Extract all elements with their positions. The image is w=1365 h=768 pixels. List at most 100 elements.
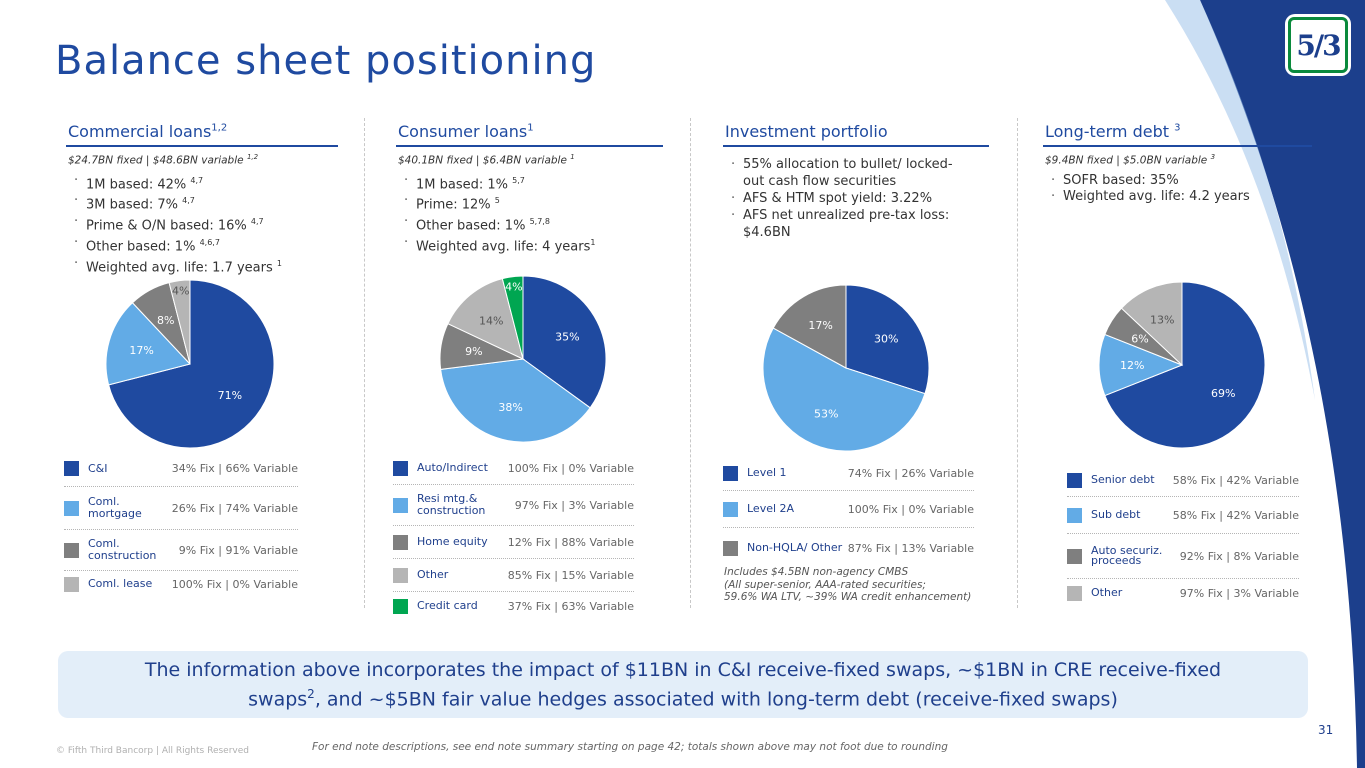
pie-data-label: 69% — [1211, 387, 1235, 400]
cmbs-note: Includes $4.5BN non-agency CMBS (All sup… — [724, 566, 972, 603]
legend-row: Coml. construction 9% Fix | 91% Variable — [64, 530, 298, 571]
list-item: 3M based: 7% 4,7 — [74, 193, 338, 214]
legend-value: 12% Fix | 88% Variable — [507, 535, 634, 549]
list-item: Other based: 1% 4,6,7 — [74, 235, 338, 256]
bullet-list: 1M based: 1% 5,7 Prime: 12% 5 Other base… — [396, 173, 663, 256]
legend-value: 85% Fix | 15% Variable — [507, 568, 634, 582]
pie-data-label: 71% — [218, 389, 242, 402]
legend-label: Non-HQLA/ Other — [747, 541, 843, 554]
consumer-loans-legend: Auto/Indirect 100% Fix | 0% Variable Res… — [393, 452, 634, 620]
legend-value: 87% Fix | 13% Variable — [847, 541, 974, 555]
legend-swatch — [723, 465, 738, 481]
legend-row: Coml. mortgage 26% Fix | 74% Variable — [64, 487, 298, 530]
copyright: © Fifth Third Bancorp | All Rights Reser… — [56, 746, 249, 756]
legend-label: Coml. construction — [88, 537, 157, 562]
legend-swatch — [393, 598, 408, 614]
legend-row: Other 85% Fix | 15% Variable — [393, 559, 634, 592]
pie-slice — [108, 279, 275, 449]
section-subtitle: $24.7BN fixed | $48.6BN variable 1,2 — [68, 153, 259, 167]
banner-line: swaps2, and ~$5BN fair value hedges asso… — [248, 686, 1118, 711]
legend-value: 74% Fix | 26% Variable — [847, 466, 974, 480]
legend-label: Auto/Indirect — [417, 461, 488, 474]
long-term-debt-legend: Senior debt 58% Fix | 42% Variable Sub d… — [1067, 464, 1299, 607]
investment-portfolio-section: Investment portfolio 55% allocation to b… — [723, 122, 989, 241]
section-heading: Commercial loans1,2 — [66, 122, 338, 147]
list-item: Prime: 12% 5 — [404, 193, 663, 214]
legend-swatch — [64, 542, 79, 558]
legend-label: Level 1 — [747, 466, 787, 479]
commercial-loans-legend: C&I 34% Fix | 66% Variable Coml. mortgag… — [64, 451, 298, 597]
pie-data-label: 6% — [1131, 332, 1148, 345]
section-heading: Investment portfolio — [723, 122, 989, 147]
legend-row: Level 1 74% Fix | 26% Variable — [723, 456, 974, 491]
legend-row: Auto/Indirect 100% Fix | 0% Variable — [393, 452, 634, 485]
commercial-loans-section: Commercial loans1,2 $24.7BN fixed | $48.… — [66, 122, 338, 277]
pie-slice — [762, 327, 926, 452]
legend-row: Home equity 12% Fix | 88% Variable — [393, 526, 634, 559]
list-item: AFS net unrealized pre-tax loss: $4.6BN — [731, 207, 989, 241]
page-title: Balance sheet positioning — [55, 38, 597, 84]
legend-label: Other — [1091, 586, 1123, 599]
commercial-loans-pie: 71% 17% 8% 4% — [105, 279, 275, 449]
list-item: Weighted avg. life: 4 years1 — [404, 235, 663, 256]
legend-label: Coml. mortgage — [88, 495, 142, 520]
legend-swatch — [393, 567, 408, 583]
bullet-list: 55% allocation to bullet/ locked- out ca… — [723, 156, 989, 241]
pie-data-label: 14% — [479, 315, 503, 328]
list-item: SOFR based: 35% — [1051, 173, 1312, 190]
legend-row: Auto securiz. proceeds 92% Fix | 8% Vari… — [1067, 534, 1299, 579]
page-number: 31 — [1318, 723, 1334, 737]
consumer-loans-section: Consumer loans1 $40.1BN fixed | $6.4BN v… — [396, 122, 663, 256]
legend-swatch — [393, 534, 408, 550]
legend-value: 100% Fix | 0% Variable — [847, 502, 974, 516]
legend-row: Senior debt 58% Fix | 42% Variable — [1067, 464, 1299, 497]
legend-swatch — [64, 461, 79, 476]
pie-data-label: 4% — [505, 281, 522, 294]
legend-label: Level 2A — [747, 502, 795, 515]
pie-slice — [772, 284, 847, 369]
legend-swatch — [393, 497, 408, 513]
legend-value: 37% Fix | 63% Variable — [507, 599, 634, 613]
legend-row: Non-HQLA/ Other 87% Fix | 13% Variable — [723, 528, 974, 568]
legend-value: 58% Fix | 42% Variable — [1172, 473, 1299, 487]
legend-label: C&I — [88, 461, 108, 475]
pie-data-label: 17% — [808, 319, 832, 332]
fifth-third-logo: 5/3 — [1285, 14, 1351, 76]
legend-row: C&I 34% Fix | 66% Variable — [64, 451, 298, 487]
legend-value: 58% Fix | 42% Variable — [1172, 508, 1299, 522]
section-subtitle: $40.1BN fixed | $6.4BN variable 1 — [398, 153, 575, 167]
pie-data-label: 12% — [1120, 359, 1144, 372]
list-item: Weighted avg. life: 4.2 years — [1051, 189, 1312, 206]
legend-value: 97% Fix | 3% Variable — [514, 498, 634, 512]
legend-label: Senior debt — [1091, 473, 1155, 486]
legend-label: Credit card — [417, 599, 478, 612]
legend-row: Credit card 37% Fix | 63% Variable — [393, 592, 634, 620]
legend-value: 100% Fix | 0% Variable — [507, 461, 634, 475]
pie-slice — [501, 275, 524, 360]
list-item: AFS & HTM spot yield: 3.22% — [731, 190, 989, 207]
legend-label: Resi mtg.& construction — [417, 492, 486, 517]
list-item: Other based: 1% 5,7,8 — [404, 214, 663, 235]
section-heading: Consumer loans1 — [396, 122, 663, 147]
swaps-info-banner: The information above incorporates the i… — [58, 651, 1308, 718]
list-item: Prime & O/N based: 16% 4,7 — [74, 214, 338, 235]
column-divider — [1017, 118, 1018, 608]
legend-row: Sub debt 58% Fix | 42% Variable — [1067, 497, 1299, 534]
pie-data-label: 17% — [129, 344, 153, 357]
legend-label: Other — [417, 568, 449, 581]
long-term-debt-pie: 69% 12% 6%13% — [1098, 281, 1266, 449]
pie-slice — [1098, 333, 1184, 397]
section-heading: Long-term debt 3 — [1043, 122, 1312, 147]
legend-label: Auto securiz. proceeds — [1091, 544, 1163, 567]
list-item: 1M based: 1% 5,7 — [404, 173, 663, 194]
legend-swatch — [1067, 585, 1082, 601]
bullet-list: SOFR based: 35% Weighted avg. life: 4.2 … — [1043, 173, 1312, 206]
legend-value: 26% Fix | 74% Variable — [171, 501, 298, 515]
pie-data-label: 30% — [874, 333, 898, 346]
endnote-reference: For end note descriptions, see end note … — [312, 741, 948, 753]
legend-row: Coml. lease 100% Fix | 0% Variable — [64, 571, 298, 597]
legend-value: 97% Fix | 3% Variable — [1179, 586, 1299, 600]
column-divider — [690, 118, 691, 608]
pie-data-label: 35% — [555, 330, 579, 343]
legend-value: 9% Fix | 91% Variable — [178, 543, 298, 557]
